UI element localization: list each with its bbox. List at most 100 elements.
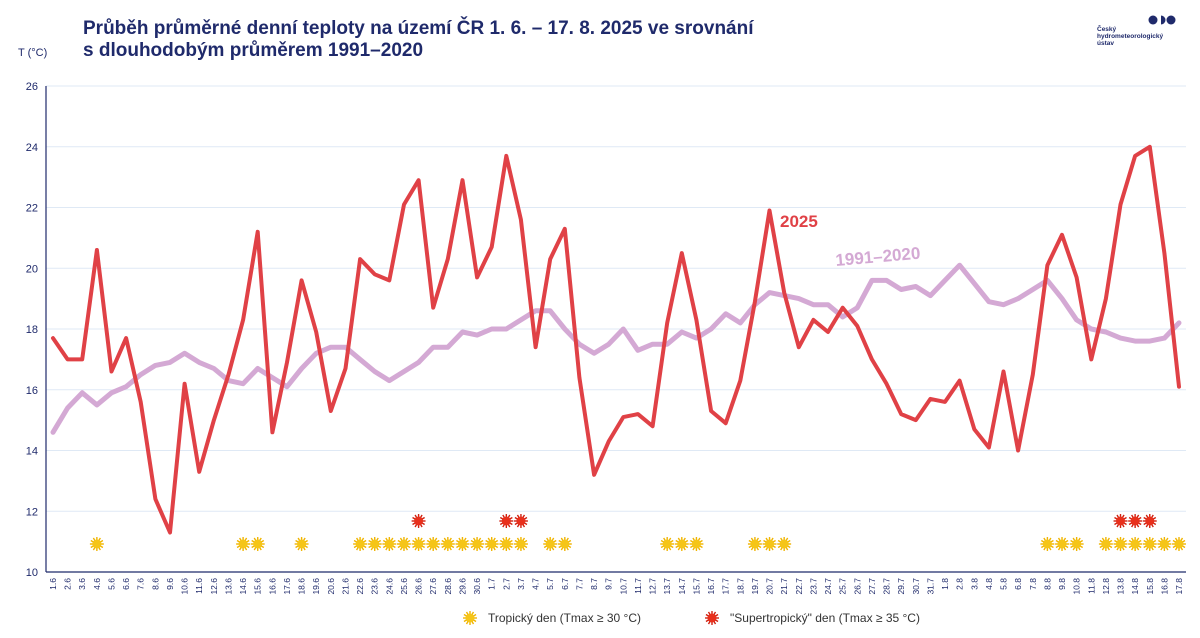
x-tick-label: 9.8 [1057,578,1067,590]
x-tick-label: 4.6 [92,578,102,590]
x-tick-label: 15.6 [253,578,263,595]
x-tick-label: 5.6 [106,578,116,590]
x-tick-label: 15.7 [691,578,701,595]
tropical-day-sun-icon [557,537,572,551]
tropical-day-sun-icon [1172,537,1186,551]
y-tick-label: 16 [26,385,38,397]
x-tick-label: 21.7 [779,578,789,595]
chart-title: Průběh průměrné denní teploty na území Č… [83,18,843,62]
tropical-day-sun-icon [543,537,558,551]
x-tick-label: 6.8 [1013,578,1023,590]
x-tick-label: 14.6 [238,578,248,595]
tropical-day-sun-icon [674,537,689,551]
x-tick-label: 11.7 [633,578,643,594]
x-tick-label: 29.7 [896,578,906,595]
x-tick-label: 30.6 [472,578,482,595]
x-tick-label: 2.7 [501,578,511,590]
sun-red-icon [705,611,719,625]
x-tick-label: 10.6 [180,578,190,595]
x-tick-label: 26.7 [852,578,862,595]
x-tick-label: 17.6 [282,578,292,595]
x-tick-label: 8.6 [150,578,160,590]
tropical-day-sun-icon [660,537,675,551]
x-tick-label: 4.8 [984,578,994,590]
x-tick-label: 27.6 [428,578,438,595]
tropical-day-sun-icon [499,537,514,551]
x-tick-label: 24.7 [823,578,833,595]
tropical-day-sun-icon [484,537,499,551]
x-tick-label: 1.7 [487,578,497,590]
x-tick-label: 28.7 [882,578,892,595]
x-tick-label: 20.6 [326,578,336,595]
supertropical-day-sun-icon [1128,514,1143,528]
x-tick-label: 7.6 [136,578,146,590]
chart-title-line2: s dlouhodobým průměrem 1991–2020 [83,40,424,61]
x-tick-label: 21.6 [340,578,350,595]
x-tick-label: 20.7 [765,578,775,595]
x-tick-label: 19.6 [311,578,321,595]
series-line-2025 [51,144,1181,535]
x-tick-label: 16.8 [1159,578,1169,595]
logo-line1: Český [1097,26,1117,33]
x-tick-label: 24.6 [384,578,394,595]
legend-supertropical: "Supertropický" den (Tmax ≥ 35 °C) [702,608,920,628]
x-tick-label: 11.8 [1086,578,1096,594]
supertropical-day-sun-icon [499,514,514,528]
tropical-day-sun-icon [747,537,762,551]
tropical-day-sun-icon [411,537,426,551]
logo-dots-icon [1148,15,1176,25]
x-tick-label: 10.8 [1072,578,1082,595]
y-tick-label: 10 [26,567,38,579]
logo-line2: hydrometeorologický [1097,33,1164,40]
x-tick-label: 30.7 [911,578,921,595]
tropical-day-sun-icon [396,537,411,551]
y-tick-label: 24 [26,142,38,154]
chart-title-line1: Průběh průměrné denní teploty na území Č… [83,18,754,39]
tropical-day-sun-icon [455,537,470,551]
x-tick-label: 3.6 [77,578,87,590]
tropical-day-sun-icon [513,537,528,551]
x-tick-label: 28.6 [443,578,453,595]
x-tick-label: 9.6 [165,578,175,590]
x-tick-label: 7.8 [1028,578,1038,590]
tropical-day-sun-icon [367,537,382,551]
x-tick-label: 12.7 [648,578,658,595]
tropical-day-sun-icon [777,537,792,551]
x-tick-label: 15.8 [1145,578,1155,595]
x-tick-label: 3.7 [516,578,526,590]
tropical-day-sun-icon [236,537,251,551]
tropical-day-sun-icon [1098,537,1113,551]
x-tick-label: 26.6 [414,578,424,595]
tropical-day-sun-icon [470,537,485,551]
x-tick-label: 25.7 [838,578,848,595]
legend-tropical-label: Tropický den (Tmax ≥ 30 °C) [488,611,641,625]
tropical-day-sun-icon [353,537,368,551]
x-tick-label: 14.8 [1130,578,1140,595]
x-tick-label: 2.6 [63,578,73,590]
y-tick-label: 26 [26,81,38,93]
tropical-day-sun-icon [294,537,309,551]
y-axis-label: T (°C) [18,47,48,59]
y-tick-label: 12 [26,506,38,518]
x-tick-label: 7.7 [574,578,584,590]
x-tick-label: 19.7 [750,578,760,595]
x-tick-label: 23.6 [370,578,380,595]
x-tick-label: 14.7 [677,578,687,595]
legend-tropical: Tropický den (Tmax ≥ 30 °C) [460,608,641,628]
x-tick-label: 11.6 [194,578,204,594]
x-tick-label: 27.7 [867,578,877,595]
tropical-day-sun-icon [762,537,777,551]
x-tick-label: 1.6 [48,578,58,590]
x-tick-label: 8.8 [1042,578,1052,590]
tropical-day-sun-icon [440,537,455,551]
tropical-day-sun-icon [426,537,441,551]
tropical-day-sun-icon [1055,537,1069,551]
sun-yellow-icon [463,611,477,625]
x-tick-label: 10.7 [618,578,628,595]
series-line-normal [50,262,1182,435]
x-tick-label: 12.8 [1101,578,1111,595]
x-tick-label: 6.7 [560,578,570,590]
x-tick-label: 22.7 [794,578,804,595]
x-tick-label: 25.6 [399,578,409,595]
